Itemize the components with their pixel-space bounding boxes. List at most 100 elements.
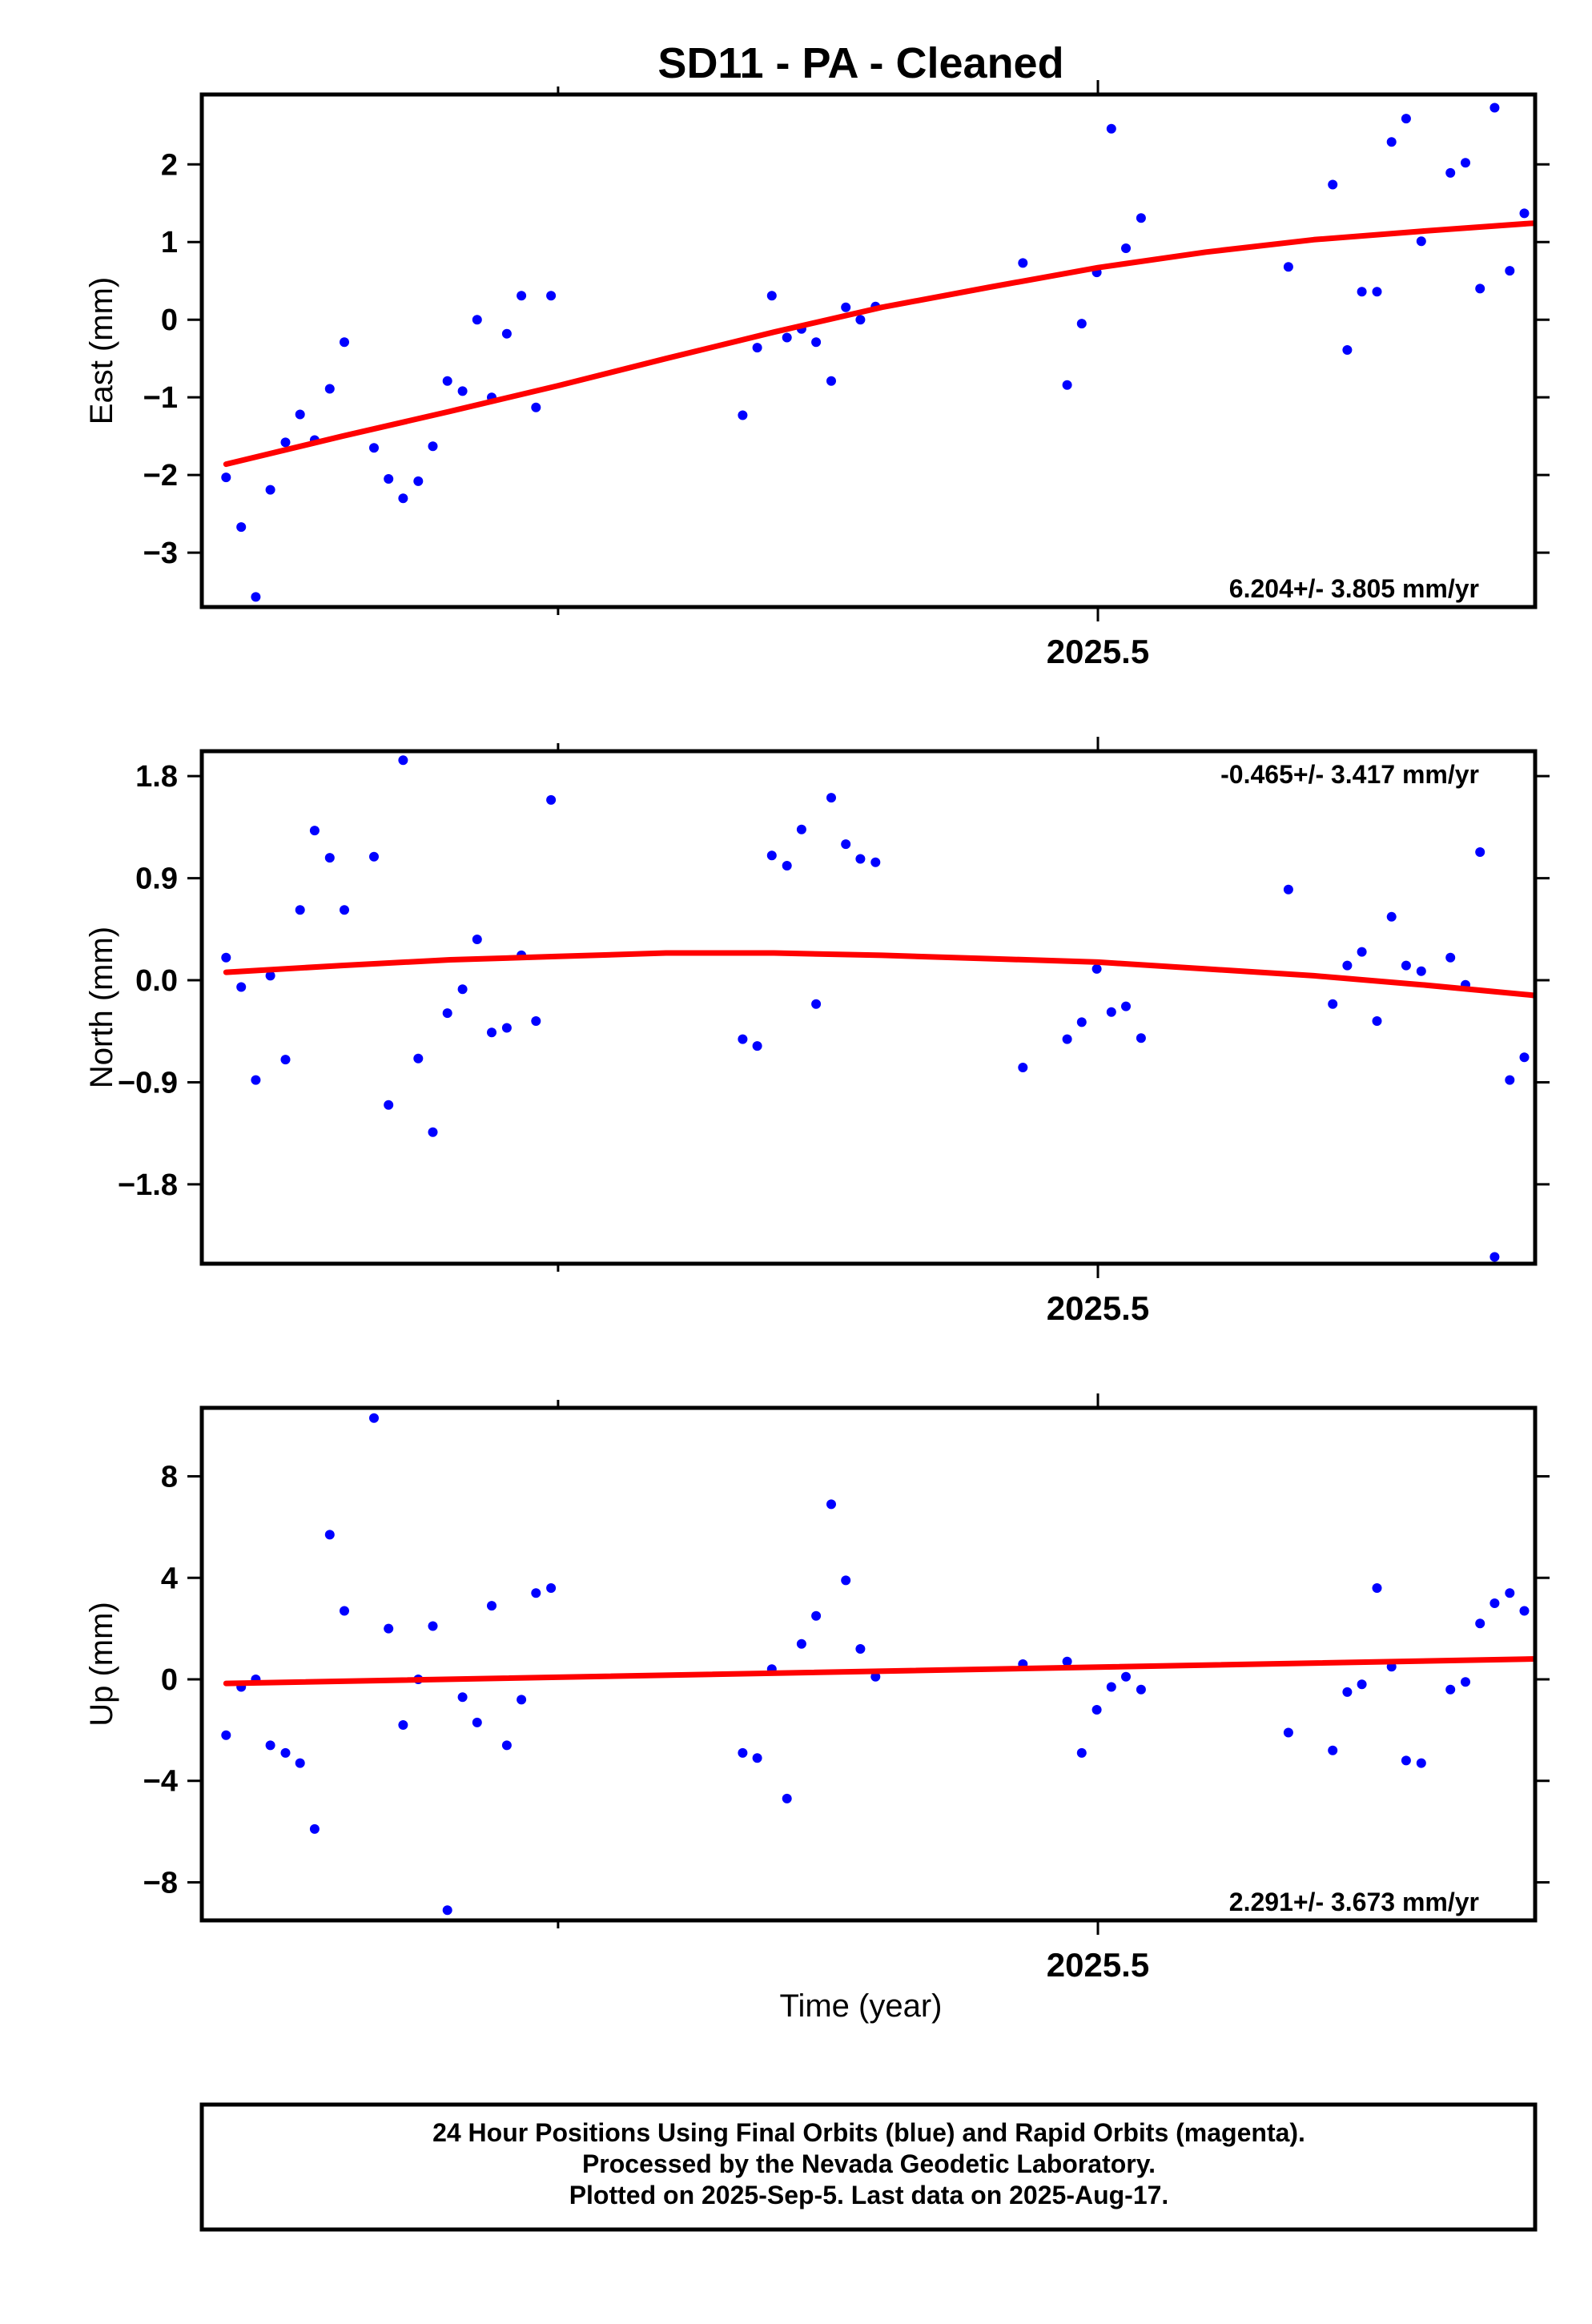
data-point [1283,262,1293,272]
x-axis-label: Time (year) [780,1988,943,2024]
data-point [1489,103,1500,113]
data-point [1121,1001,1131,1011]
data-point [442,1905,452,1916]
data-point [1475,283,1485,294]
plot-area [221,1413,1588,1916]
data-point [782,861,792,870]
data-point [1018,258,1028,268]
data-point [1550,239,1559,249]
data-point [1386,137,1397,147]
data-point [1578,258,1588,267]
data-point [1062,1656,1072,1667]
footer-line-1: 24 Hour Positions Using Final Orbits (bl… [432,2118,1305,2147]
data-point [1076,1747,1087,1758]
data-point [855,315,866,325]
data-point [324,853,335,863]
data-point [1136,213,1146,223]
data-point [295,409,305,420]
data-point [501,1023,512,1033]
x-tick-label: 2025.5 [1047,633,1149,670]
data-point [1357,287,1367,297]
data-point [1416,966,1426,976]
y-tick-label: 1 [161,226,178,259]
y-tick-label: 0 [161,1663,178,1697]
data-point [517,1695,527,1705]
data-point [398,493,408,504]
data-point [1328,999,1338,1009]
data-point [546,1583,557,1593]
data-point [1416,1758,1426,1768]
footer-box: 24 Hour Positions Using Final Orbits (bl… [199,2102,1538,2232]
x-tick-label: 2025.5 [1047,1946,1149,1984]
data-point [384,1623,394,1634]
x-tick-label: 2025.5 [1047,1289,1149,1327]
data-point [251,592,261,602]
data-point [1564,1123,1574,1132]
data-point [546,794,557,805]
data-point [442,376,452,386]
y-tick-label: −2 [143,459,178,493]
data-point [1106,1007,1116,1017]
data-point [1342,1687,1353,1697]
data-point [369,443,379,453]
data-point [457,984,468,995]
data-point [1091,963,1102,974]
data-point [280,1747,291,1758]
data-point [826,1499,836,1510]
data-point [501,1740,512,1751]
y-axis-label: North (mm) [84,927,119,1088]
data-point [1136,1684,1146,1695]
panel-east: −3 −2 −1 0 1 2 2025.5 East (mm) 6.204+/- 3.805 m… [84,80,1588,670]
plot-area [221,755,1588,1262]
data-point [1475,847,1485,857]
data-point [1121,243,1131,253]
data-point [870,1671,881,1682]
data-point [221,1730,231,1740]
data-point [1578,1662,1588,1671]
data-point [398,755,408,766]
data-point [841,302,851,312]
data-point [221,472,231,483]
panel-north: −1.8 −0.9 0.0 0.9 1.8 2025.5 North (mm) -0.465+… [84,737,1588,1327]
trend-line [223,950,1535,999]
data-point [1357,1679,1367,1690]
footer-line-3: Plotted on 2025-Sep-5. Last data on 2025… [569,2181,1169,2209]
data-point [1401,114,1411,124]
data-point [1283,1727,1293,1738]
data-point [1401,1755,1411,1766]
data-point [1564,283,1574,292]
data-point [340,905,349,915]
data-point [1328,1745,1338,1755]
y-tick-label: 4 [161,1562,178,1595]
data-point [1445,167,1456,178]
data-point [782,332,792,343]
data-point [1519,208,1530,219]
data-point [369,851,379,862]
data-point [1386,911,1397,922]
data-point [1489,1252,1500,1262]
data-point [826,793,836,803]
data-point [413,1053,424,1063]
data-point [796,824,806,834]
y-axis-label: East (mm) [84,277,119,424]
data-point [1578,954,1588,963]
data-point [1461,158,1470,168]
data-point [1136,1033,1146,1043]
data-point [1401,960,1411,971]
data-point [295,905,305,915]
data-point [442,1008,452,1019]
data-point [1445,1684,1456,1695]
data-point [251,1075,261,1085]
data-point [738,1747,748,1758]
data-point [782,1793,792,1803]
data-point [457,386,468,396]
data-point [472,315,482,325]
trend-line [223,1656,1535,1687]
y-axis-label: Up (mm) [84,1602,119,1727]
data-point [1475,1618,1485,1629]
rate-label: 2.291+/- 3.673 mm/yr [1229,1888,1479,1916]
y-tick-label: 8 [161,1461,178,1494]
data-point [265,485,275,495]
data-point [1519,1606,1530,1616]
panels: −3 −2 −1 0 1 2 2025.5 East (mm) 6.204+/- 3.805 m… [84,80,1588,1984]
